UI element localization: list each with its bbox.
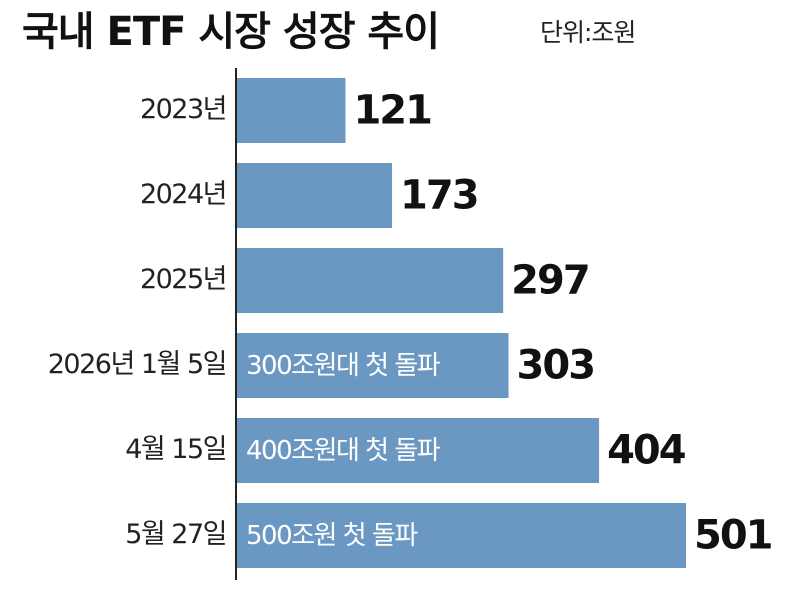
- bar: [237, 333, 509, 398]
- bar: [237, 248, 504, 313]
- bar: [237, 503, 686, 568]
- value-label: 303: [517, 343, 595, 389]
- value-label: 173: [400, 173, 478, 219]
- bar-annotation: 500조원 첫 돌파: [246, 521, 418, 551]
- value-label: 404: [607, 428, 685, 474]
- category-label: 2024년: [140, 179, 226, 210]
- chart-subtitle: 단위:조원: [540, 18, 635, 47]
- bar: [237, 418, 600, 483]
- chart-title: 국내 ETF 시장 성장 추이: [22, 9, 439, 55]
- category-label: 2025년: [140, 264, 226, 295]
- category-label: 5월 27일: [125, 519, 226, 550]
- value-label: 501: [694, 513, 772, 559]
- value-label: 297: [511, 258, 589, 304]
- category-label: 2026년 1월 5일: [48, 349, 226, 380]
- bar: [237, 78, 346, 143]
- category-label: 2023년: [140, 94, 226, 125]
- bar-annotation: 400조원대 첫 돌파: [246, 436, 441, 466]
- bar-annotation: 300조원대 첫 돌파: [246, 351, 441, 381]
- category-label: 4월 15일: [125, 434, 226, 465]
- bar: [237, 163, 393, 228]
- value-label: 121: [353, 88, 431, 134]
